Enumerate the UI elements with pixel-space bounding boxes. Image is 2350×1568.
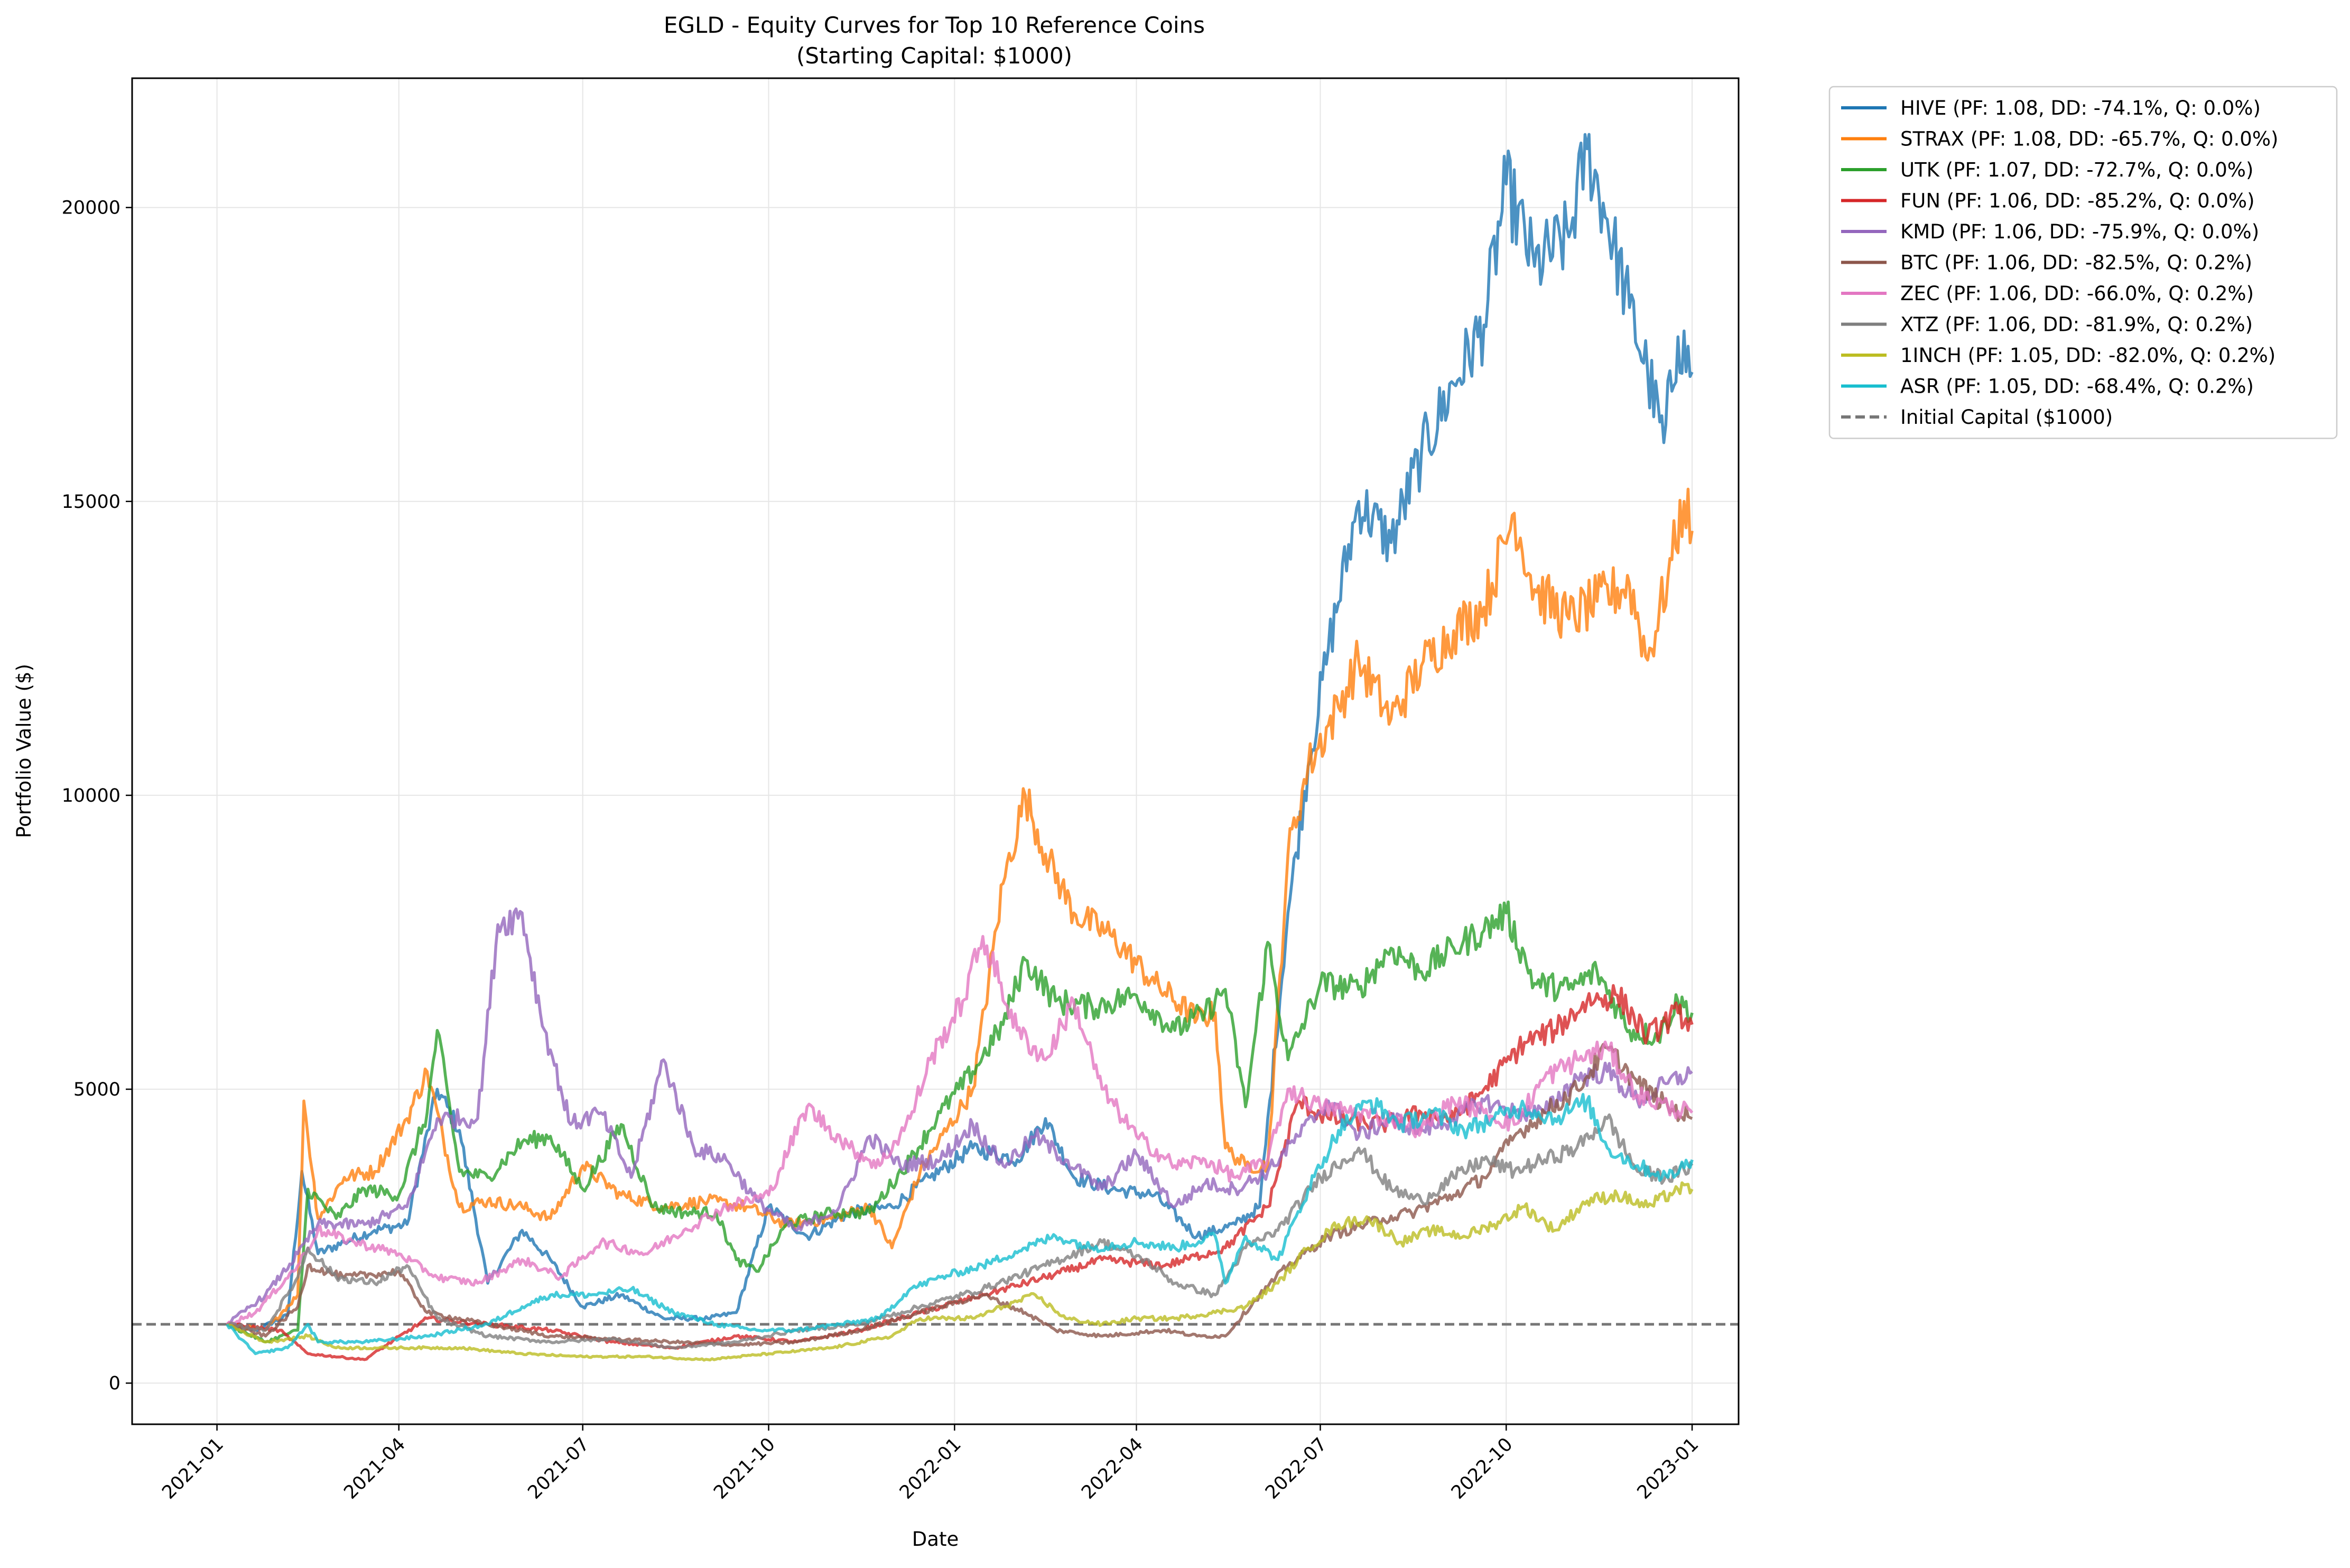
legend-label-8: XTZ (PF: 1.06, DD: -81.9%, Q: 0.2%) <box>1900 313 2253 336</box>
chart-subtitle: (Starting Capital: $1000) <box>796 43 1072 69</box>
legend-label-10: ASR (PF: 1.05, DD: -68.4%, Q: 0.2%) <box>1900 375 2254 398</box>
series-line-5 <box>227 907 1693 1326</box>
legend-box <box>1828 86 2338 439</box>
chart-title: EGLD - Equity Curves for Top 10 Referenc… <box>664 12 1205 38</box>
legend-label-9: 1INCH (PF: 1.05, DD: -82.0%, Q: 0.2%) <box>1900 344 2275 367</box>
legend-label-2: STRAX (PF: 1.08, DD: -65.7%, Q: 0.0%) <box>1900 128 2278 151</box>
grid <box>132 78 1739 1424</box>
legend-label-3: UTK (PF: 1.07, DD: -72.7%, Q: 0.0%) <box>1900 159 2253 181</box>
y-axis-label: Portfolio Value ($) <box>13 664 35 838</box>
series-line-9 <box>226 1181 1694 1362</box>
series-line-7 <box>226 935 1694 1325</box>
y-tick-label: 5000 <box>73 1079 120 1100</box>
series-line-1 <box>227 133 1694 1332</box>
y-tick-label: 15000 <box>62 491 120 513</box>
series-line-8 <box>227 1113 1694 1350</box>
legend-label-reference: Initial Capital ($1000) <box>1900 406 2113 429</box>
y-tick-label: 20000 <box>62 198 120 219</box>
y-axis: 0 5000 10000 15000 20000 <box>62 198 132 1394</box>
legend-label-4: FUN (PF: 1.06, DD: -85.2%, Q: 0.0%) <box>1900 190 2255 212</box>
series-line-10 <box>226 1093 1694 1356</box>
y-tick-label: 10000 <box>62 785 120 806</box>
legend-label-6: BTC (PF: 1.06, DD: -82.5%, Q: 0.2%) <box>1900 252 2252 274</box>
x-axis-label: Date <box>912 1528 959 1551</box>
series-line-6 <box>226 1043 1693 1348</box>
series-line-2 <box>227 487 1694 1332</box>
legend-label-7: ZEC (PF: 1.06, DD: -66.0%, Q: 0.2%) <box>1900 282 2254 305</box>
plot-area <box>226 133 1694 1362</box>
legend-label-5: KMD (PF: 1.06, DD: -75.9%, Q: 0.0%) <box>1900 220 2259 243</box>
legend: HIVE (PF: 1.08, DD: -74.1%, Q: 0.0%) STRA… <box>1828 86 2338 439</box>
plot-frame <box>131 77 1740 1425</box>
series-line-3 <box>226 900 1694 1344</box>
y-tick-label: 0 <box>109 1373 120 1394</box>
legend-label-1: HIVE (PF: 1.08, DD: -74.1%, Q: 0.0%) <box>1900 97 2261 119</box>
